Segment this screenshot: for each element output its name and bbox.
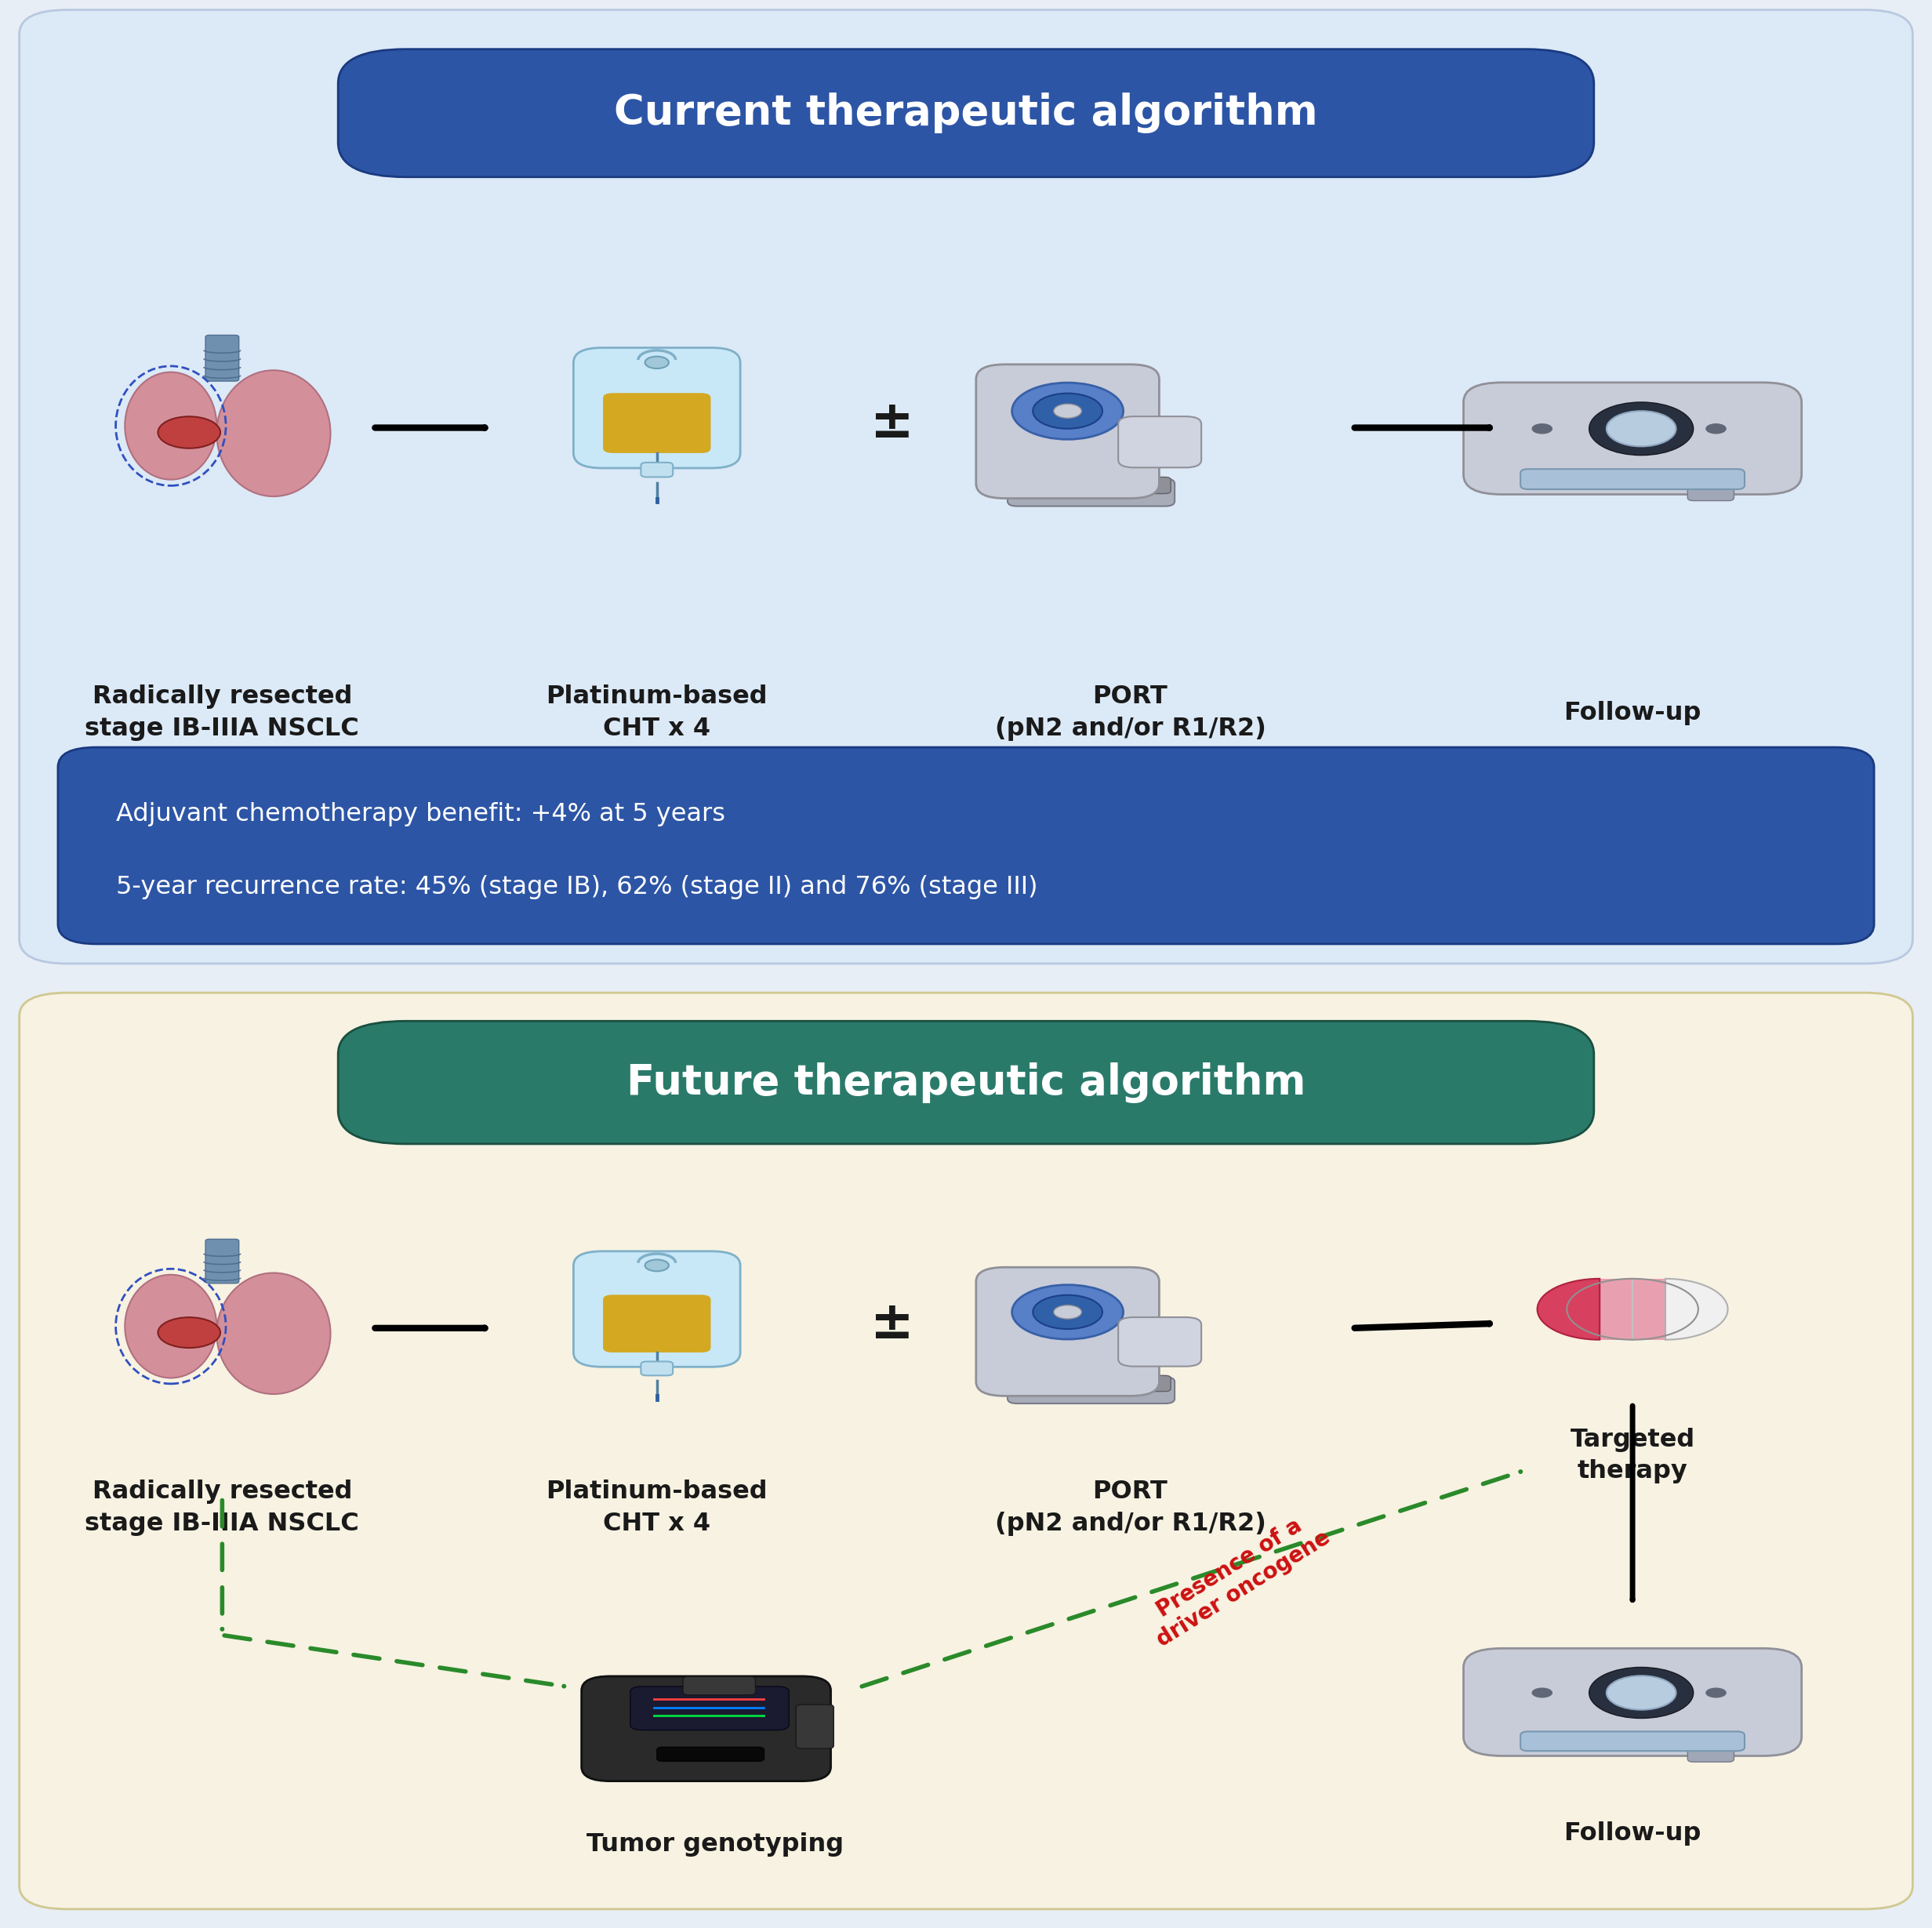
FancyBboxPatch shape: [205, 1240, 240, 1284]
Text: PORT
(pN2 and/or R1/R2): PORT (pN2 and/or R1/R2): [995, 684, 1265, 740]
Circle shape: [1034, 1296, 1103, 1328]
Ellipse shape: [126, 1274, 216, 1379]
FancyBboxPatch shape: [684, 1677, 755, 1695]
FancyBboxPatch shape: [1520, 469, 1745, 490]
FancyBboxPatch shape: [641, 463, 672, 476]
Circle shape: [1012, 382, 1122, 440]
Circle shape: [158, 416, 220, 449]
Text: ±: ±: [871, 397, 914, 449]
Ellipse shape: [126, 372, 216, 480]
Text: Follow-up: Follow-up: [1563, 1822, 1702, 1845]
Circle shape: [1053, 405, 1082, 418]
FancyBboxPatch shape: [603, 1296, 711, 1352]
Text: Current therapeutic algorithm: Current therapeutic algorithm: [614, 93, 1318, 133]
Circle shape: [1706, 424, 1727, 434]
Text: Adjuvant chemotherapy benefit: +4% at 5 years: Adjuvant chemotherapy benefit: +4% at 5 …: [116, 802, 724, 827]
Circle shape: [1532, 1687, 1553, 1699]
Text: 5-year recurrence rate: 45% (stage IB), 62% (stage II) and 76% (stage III): 5-year recurrence rate: 45% (stage IB), …: [116, 875, 1037, 898]
Text: Radically resected
stage IB-IIIA NSCLC: Radically resected stage IB-IIIA NSCLC: [85, 1479, 359, 1537]
Text: Radically resected
stage IB-IIIA NSCLC: Radically resected stage IB-IIIA NSCLC: [85, 684, 359, 740]
Circle shape: [1053, 1305, 1082, 1319]
FancyBboxPatch shape: [338, 48, 1594, 177]
Circle shape: [1012, 1284, 1122, 1340]
Circle shape: [1607, 1675, 1675, 1710]
FancyBboxPatch shape: [1119, 416, 1202, 469]
FancyBboxPatch shape: [1119, 1317, 1202, 1367]
Circle shape: [1706, 1687, 1727, 1699]
FancyBboxPatch shape: [574, 1251, 740, 1367]
FancyBboxPatch shape: [1009, 1377, 1175, 1404]
FancyBboxPatch shape: [574, 347, 740, 469]
FancyBboxPatch shape: [1009, 478, 1175, 507]
FancyBboxPatch shape: [19, 10, 1913, 964]
Circle shape: [158, 1317, 220, 1348]
Text: Follow-up: Follow-up: [1563, 700, 1702, 725]
FancyBboxPatch shape: [796, 1704, 835, 1749]
FancyBboxPatch shape: [58, 748, 1874, 945]
Text: Presence of a
driver oncogene: Presence of a driver oncogene: [1140, 1506, 1333, 1652]
Circle shape: [1588, 403, 1692, 455]
Wedge shape: [1538, 1278, 1600, 1340]
FancyBboxPatch shape: [338, 1022, 1594, 1143]
Text: Tumor genotyping: Tumor genotyping: [585, 1834, 844, 1857]
Circle shape: [1034, 393, 1103, 428]
FancyBboxPatch shape: [1464, 1648, 1801, 1756]
FancyBboxPatch shape: [976, 1267, 1159, 1396]
FancyBboxPatch shape: [657, 1747, 765, 1762]
FancyBboxPatch shape: [1520, 1731, 1745, 1751]
FancyBboxPatch shape: [1037, 476, 1171, 494]
Bar: [1600, 1278, 1665, 1340]
FancyBboxPatch shape: [1689, 480, 1735, 501]
Ellipse shape: [216, 370, 330, 495]
Text: ±: ±: [871, 1298, 914, 1350]
Wedge shape: [1665, 1278, 1727, 1340]
FancyBboxPatch shape: [582, 1675, 831, 1781]
FancyBboxPatch shape: [630, 1687, 788, 1729]
Ellipse shape: [216, 1272, 330, 1394]
Text: Platinum-based
CHT x 4: Platinum-based CHT x 4: [547, 1479, 767, 1537]
FancyBboxPatch shape: [205, 335, 240, 382]
FancyBboxPatch shape: [1464, 382, 1801, 494]
FancyBboxPatch shape: [19, 993, 1913, 1909]
FancyBboxPatch shape: [603, 393, 711, 453]
Circle shape: [645, 357, 668, 368]
Circle shape: [645, 1259, 668, 1271]
Text: Future therapeutic algorithm: Future therapeutic algorithm: [626, 1062, 1306, 1103]
FancyBboxPatch shape: [976, 364, 1159, 497]
Text: Platinum-based
CHT x 4: Platinum-based CHT x 4: [547, 684, 767, 740]
FancyBboxPatch shape: [641, 1361, 672, 1375]
Text: Targeted
therapy: Targeted therapy: [1571, 1427, 1694, 1485]
Text: PORT
(pN2 and/or R1/R2): PORT (pN2 and/or R1/R2): [995, 1479, 1265, 1537]
FancyBboxPatch shape: [1037, 1375, 1171, 1392]
Circle shape: [1588, 1668, 1692, 1718]
FancyBboxPatch shape: [1689, 1743, 1735, 1762]
Circle shape: [1532, 424, 1553, 434]
Circle shape: [1607, 411, 1675, 447]
